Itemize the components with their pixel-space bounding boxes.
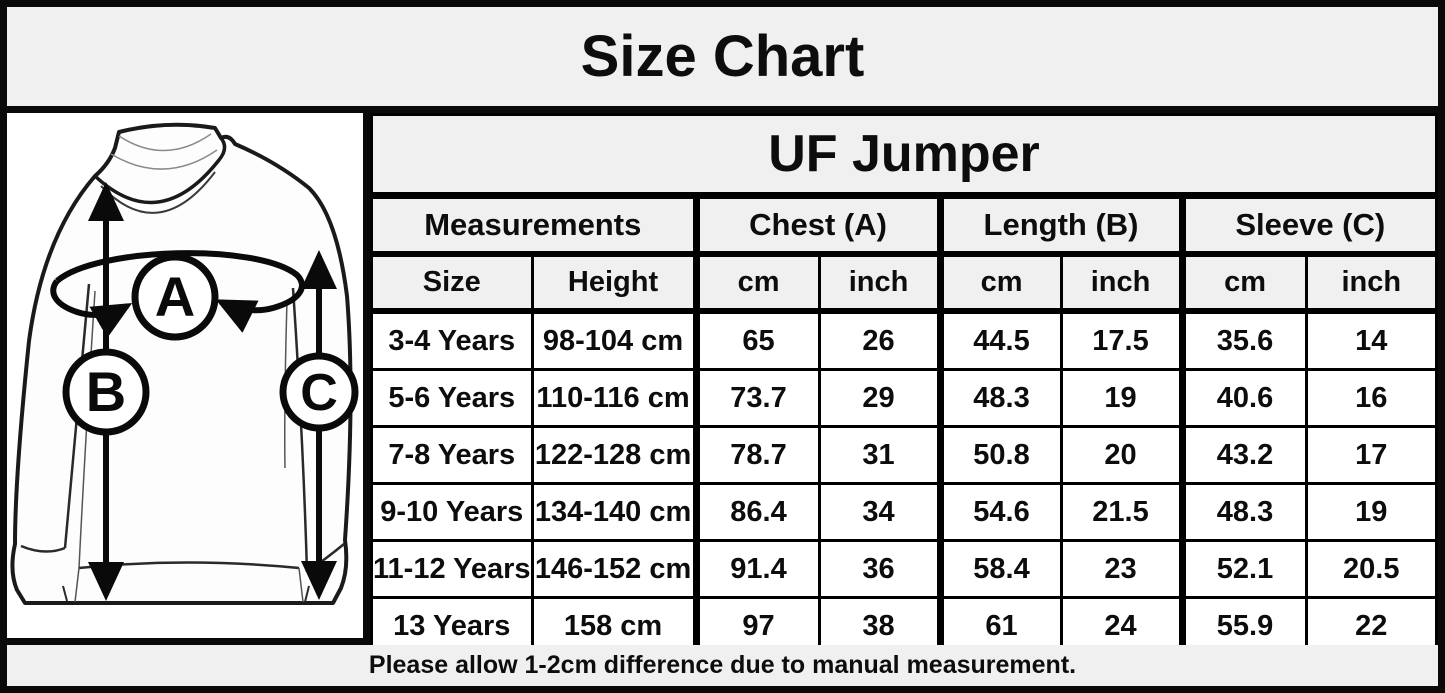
value-cell: 14 bbox=[1304, 309, 1439, 371]
value-cell: 43.2 bbox=[1180, 425, 1308, 485]
footer-note: Please allow 1-2cm difference due to man… bbox=[368, 651, 1077, 679]
value-cell: 48.3 bbox=[1180, 482, 1308, 542]
sub-header-inch-7: inch bbox=[1304, 252, 1439, 314]
value-cell: 146-152 cm bbox=[530, 539, 700, 599]
value-cell: 16 bbox=[1304, 368, 1439, 428]
product-title-row: UF Jumper bbox=[370, 113, 1438, 199]
value-cell: 50.8 bbox=[938, 425, 1063, 485]
main-area: A B C UF Jumper bbox=[7, 113, 1439, 656]
value-cell: 26 bbox=[817, 309, 944, 371]
size-cell: 11-12 Years bbox=[370, 539, 534, 599]
table-row-11-12-years: 11-12 Years 146-152 cm 91.4 36 58.4 23 52.1 20.… bbox=[370, 539, 1439, 599]
value-cell: 17.5 bbox=[1059, 309, 1186, 371]
value-cell: 78.7 bbox=[694, 425, 821, 485]
sub-header-inch-3: inch bbox=[817, 252, 944, 314]
sub-header-cm-6: cm bbox=[1180, 252, 1308, 314]
value-cell: 110-116 cm bbox=[530, 368, 700, 428]
value-cell: 58.4 bbox=[938, 539, 1063, 599]
size-table: UF Jumper Measurements Chest (A) Length (B… bbox=[370, 113, 1439, 656]
svg-text:A: A bbox=[155, 265, 195, 328]
group-header-measurements: Measurements bbox=[370, 194, 700, 257]
value-cell: 48.3 bbox=[938, 368, 1063, 428]
value-cell: 65 bbox=[694, 309, 821, 371]
group-header-sleeve-c: Sleeve (C) bbox=[1180, 194, 1439, 257]
sub-header-height-1: Height bbox=[530, 252, 700, 314]
value-cell: 44.5 bbox=[938, 309, 1063, 371]
page-title: Size Chart bbox=[580, 24, 865, 89]
footer-band: Please allow 1-2cm difference due to man… bbox=[7, 645, 1438, 686]
value-cell: 23 bbox=[1059, 539, 1186, 599]
size-cell: 9-10 Years bbox=[370, 482, 534, 542]
sub-header-row: Size Height cm inch cm inch cm inch bbox=[370, 252, 1439, 314]
jumper-diagram-panel: A B C bbox=[7, 113, 363, 638]
table-row-7-8-years: 7-8 Years 122-128 cm 78.7 31 50.8 20 43.2 17 bbox=[370, 425, 1439, 485]
table-row-5-6-years: 5-6 Years 110-116 cm 73.7 29 48.3 19 40.6 16 bbox=[370, 368, 1439, 428]
value-cell: 20.5 bbox=[1304, 539, 1439, 599]
body-label-b: B bbox=[62, 348, 150, 436]
value-cell: 134-140 cm bbox=[530, 482, 700, 542]
value-cell: 98-104 cm bbox=[530, 309, 700, 371]
title-band: Size Chart bbox=[7, 7, 1438, 106]
sub-header-cm-4: cm bbox=[938, 252, 1063, 314]
svg-text:B: B bbox=[86, 360, 126, 423]
sub-header-size-0: Size bbox=[370, 252, 534, 314]
value-cell: 91.4 bbox=[694, 539, 821, 599]
value-cell: 19 bbox=[1304, 482, 1439, 542]
table-row-3-4-years: 3-4 Years 98-104 cm 65 26 44.5 17.5 35.6 14 bbox=[370, 309, 1439, 371]
value-cell: 122-128 cm bbox=[530, 425, 700, 485]
sub-header-cm-2: cm bbox=[694, 252, 821, 314]
svg-text:C: C bbox=[300, 364, 338, 422]
value-cell: 73.7 bbox=[694, 368, 821, 428]
product-title: UF Jumper bbox=[370, 113, 1438, 199]
group-header-row: Measurements Chest (A) Length (B) Sleeve (C… bbox=[370, 194, 1439, 257]
value-cell: 36 bbox=[817, 539, 944, 599]
value-cell: 21.5 bbox=[1059, 482, 1186, 542]
jumper-illustration: A B C bbox=[10, 122, 359, 605]
chest-label-a: A bbox=[131, 253, 219, 341]
value-cell: 52.1 bbox=[1180, 539, 1308, 599]
size-cell: 7-8 Years bbox=[370, 425, 534, 485]
value-cell: 29 bbox=[817, 368, 944, 428]
group-header-length-b: Length (B) bbox=[938, 194, 1186, 257]
value-cell: 86.4 bbox=[694, 482, 821, 542]
sleeve-label-c: C bbox=[279, 352, 359, 432]
value-cell: 17 bbox=[1304, 425, 1439, 485]
size-cell: 5-6 Years bbox=[370, 368, 534, 428]
value-cell: 19 bbox=[1059, 368, 1186, 428]
group-header-chest-a: Chest (A) bbox=[694, 194, 944, 257]
table-row-9-10-years: 9-10 Years 134-140 cm 86.4 34 54.6 21.5 48.3 19 bbox=[370, 482, 1439, 542]
value-cell: 20 bbox=[1059, 425, 1186, 485]
value-cell: 35.6 bbox=[1180, 309, 1308, 371]
value-cell: 34 bbox=[817, 482, 944, 542]
value-cell: 31 bbox=[817, 425, 944, 485]
sub-header-inch-5: inch bbox=[1059, 252, 1186, 314]
value-cell: 40.6 bbox=[1180, 368, 1308, 428]
chest-arrow-a bbox=[50, 250, 305, 338]
value-cell: 54.6 bbox=[938, 482, 1063, 542]
size-cell: 3-4 Years bbox=[370, 309, 534, 371]
